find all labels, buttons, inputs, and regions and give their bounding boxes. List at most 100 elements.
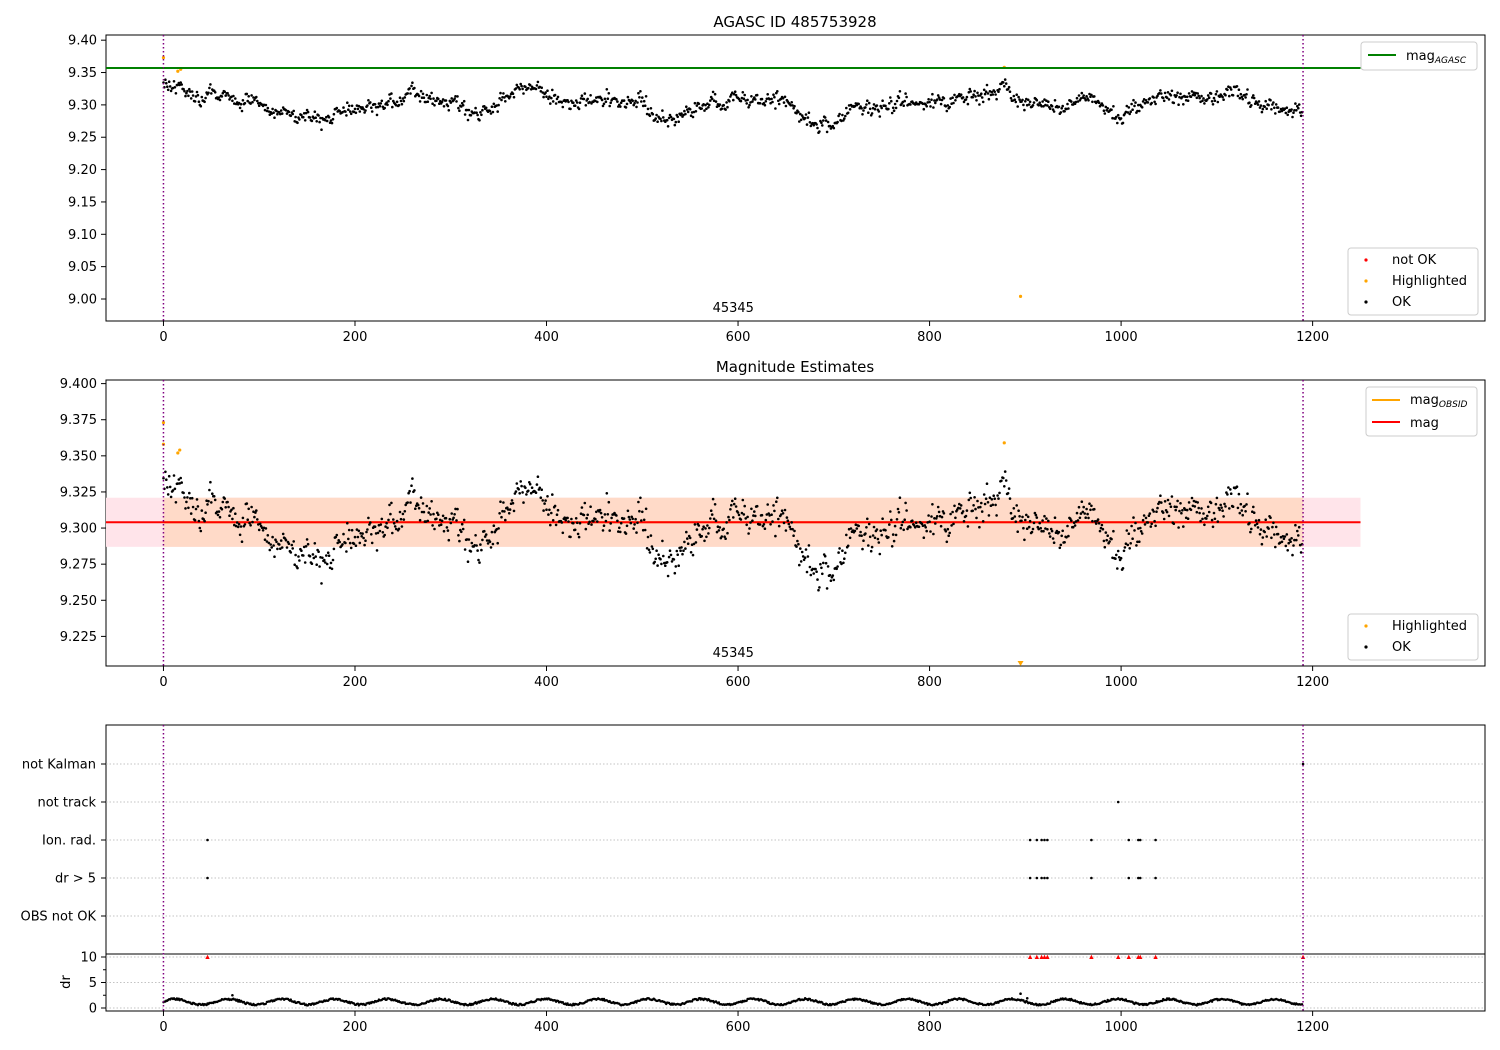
- data-point-ok: [1136, 540, 1139, 544]
- data-point-ok: [1239, 92, 1243, 96]
- data-point-ok: [1209, 501, 1213, 505]
- data-point-ok: [948, 531, 951, 535]
- data-point-ok: [503, 96, 506, 99]
- data-point-ok: [937, 510, 941, 514]
- data-point-ok: [1265, 535, 1268, 538]
- data-point-ok: [441, 98, 445, 101]
- data-point-ok: [467, 538, 471, 541]
- data-point-ok: [428, 507, 432, 510]
- data-point-ok: [773, 95, 776, 99]
- data-point-ok: [1108, 540, 1111, 543]
- data-point-ok: [210, 501, 213, 504]
- data-point-ok: [234, 524, 238, 528]
- data-point-ok: [981, 100, 985, 104]
- data-point-ok: [555, 97, 559, 101]
- data-point-ok: [314, 555, 318, 558]
- data-point-ok: [418, 100, 422, 103]
- data-point-ok: [279, 547, 282, 550]
- data-point-ok: [360, 535, 364, 538]
- data-point-ok: [376, 531, 380, 535]
- data-point-ok: [648, 551, 652, 554]
- data-point-ok: [657, 553, 660, 556]
- data-point-ok: [743, 93, 746, 97]
- data-point-ok: [347, 537, 350, 541]
- panel-frame: [105, 724, 1486, 1012]
- data-point-ok: [894, 533, 898, 537]
- data-point-ok: [355, 528, 359, 531]
- data-point-ok: [1161, 511, 1165, 514]
- data-point-ok: [1132, 516, 1135, 519]
- data-point-ok: [1226, 493, 1229, 496]
- x-tick-label: 1200: [1296, 675, 1329, 690]
- data-point-ok: [781, 97, 785, 100]
- data-point-ok: [220, 507, 224, 511]
- data-point-ok: [962, 520, 966, 523]
- data-point-ok: [1246, 492, 1249, 496]
- data-point-ok: [362, 108, 365, 111]
- data-point-ok: [545, 95, 548, 98]
- data-point-ok: [272, 111, 275, 114]
- data-point-ok: [1167, 98, 1171, 101]
- data-point-ok: [913, 526, 917, 529]
- data-point-ok: [713, 92, 717, 96]
- data-point-ok: [744, 517, 747, 520]
- data-point-ok: [991, 503, 995, 507]
- data-point-ok: [410, 484, 413, 488]
- data-point-ok: [640, 519, 643, 522]
- data-point-ok: [475, 111, 478, 114]
- data-point-ok: [442, 529, 446, 533]
- data-point-ok: [314, 116, 318, 119]
- data-point-ok: [818, 130, 821, 133]
- data-point-ok: [590, 523, 593, 526]
- data-point-ok: [1201, 517, 1204, 521]
- data-point-ok: [1248, 521, 1251, 525]
- data-point-ok: [488, 540, 492, 544]
- dr-clipped-marker: [1045, 954, 1050, 959]
- data-point-ok: [180, 481, 183, 484]
- data-point-ok: [1015, 504, 1018, 507]
- x-axis: 0 200 400 600 800 1000 1200: [159, 1011, 1329, 1035]
- y-tick-label: 9.225: [60, 630, 97, 645]
- data-point-ok: [245, 502, 249, 505]
- data-point-ok: [819, 562, 822, 566]
- data-point-ok: [807, 544, 811, 547]
- data-point-ok: [331, 558, 335, 562]
- data-point-ok: [873, 107, 877, 111]
- data-point-ok: [173, 86, 177, 89]
- data-point-ok: [437, 513, 440, 516]
- data-point-ok: [1272, 101, 1275, 104]
- data-point-ok: [353, 107, 357, 111]
- data-point-ok: [800, 114, 804, 117]
- data-point-ok: [946, 104, 950, 107]
- data-point-ok: [267, 541, 271, 545]
- data-point-ok: [1223, 502, 1226, 506]
- data-point-ok: [1228, 94, 1231, 98]
- data-point-ok: [1210, 100, 1214, 103]
- data-point-ok: [1155, 510, 1158, 513]
- data-point-ok: [1244, 96, 1247, 99]
- data-point-ok: [1222, 98, 1225, 101]
- data-point-ok: [709, 509, 713, 512]
- data-point-ok: [1239, 502, 1243, 506]
- data-point-ok: [1212, 511, 1216, 515]
- data-point-ok: [292, 540, 296, 543]
- data-point-ok: [330, 567, 334, 571]
- data-point-ok: [349, 546, 353, 550]
- data-point-ok: [198, 526, 202, 530]
- data-point-ok: [508, 95, 512, 98]
- legend-marker-highlighted: [1364, 624, 1368, 628]
- data-point-ok: [1067, 534, 1070, 538]
- data-point-ok: [889, 96, 892, 99]
- data-point-ok: [350, 104, 354, 108]
- data-point-ok: [701, 527, 704, 531]
- data-point-ok: [480, 113, 483, 117]
- data-point-ok: [567, 100, 570, 104]
- data-point-ok: [271, 107, 274, 111]
- data-point-ok: [1292, 111, 1295, 114]
- data-point-ok: [1290, 537, 1293, 540]
- data-point-ok: [425, 504, 429, 508]
- data-point-ok: [861, 547, 864, 551]
- data-point-ok: [641, 528, 645, 532]
- data-point-ok: [564, 518, 567, 522]
- data-point-ok: [276, 547, 279, 551]
